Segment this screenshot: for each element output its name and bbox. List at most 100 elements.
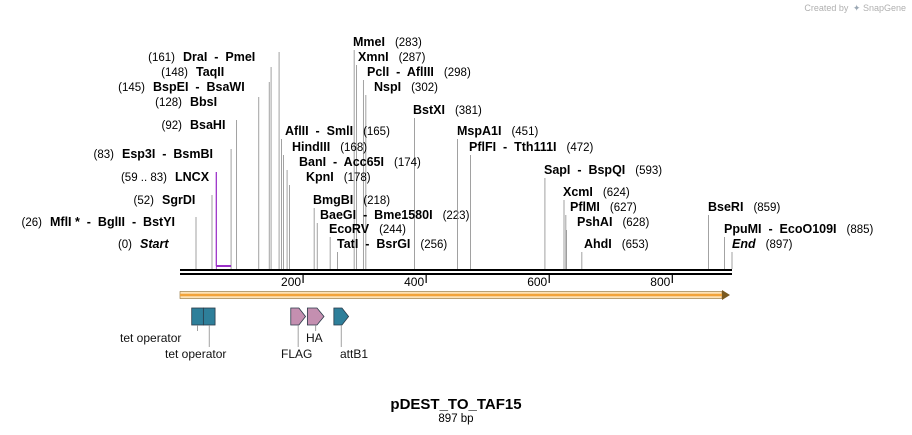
feature-tet-operator[interactable]: tet operator — [120, 307, 204, 345]
site-label: PclI - AflIII — [367, 65, 434, 79]
site-label: Esp3I - BsmBI — [122, 147, 213, 161]
site-drai[interactable]: (161) DraI - PmeI — [148, 50, 280, 269]
site-aflii[interactable]: AflII - SmlI (165) — [281, 124, 391, 269]
site-label: TatI - BsrGI — [337, 237, 410, 251]
axis-tick-label: 800 — [650, 275, 670, 289]
site-label: PflFI - Tth111I — [469, 140, 557, 154]
site-xcmi[interactable]: XcmI (624) — [563, 185, 630, 269]
site-position: (302) — [411, 82, 438, 94]
feature-label: HA — [306, 331, 323, 345]
site-label: XcmI — [563, 185, 593, 199]
feature-arrow — [306, 307, 325, 326]
site-position: (148) — [161, 67, 188, 79]
site-lncx[interactable]: (59 .. 83) LNCX — [121, 170, 232, 269]
site-position: (653) — [622, 239, 649, 251]
site-position: (451) — [511, 126, 538, 138]
feature-attb1[interactable]: attB1 — [333, 307, 368, 361]
site-position: (168) — [340, 142, 367, 154]
site-taqii[interactable]: (148) TaqII — [161, 65, 272, 269]
site-label: EcoRV — [329, 222, 370, 236]
site-label: SgrDI — [162, 193, 195, 207]
site-bani[interactable]: BanI - Acc65I (174) — [286, 155, 421, 269]
feature-shape — [202, 307, 216, 326]
site-xmni[interactable]: XmnI (287) — [356, 50, 426, 269]
site-label: PpuMI - EcoO109I — [724, 222, 837, 236]
site-label: PflMI — [570, 200, 600, 214]
axis-tick-label: 600 — [527, 275, 547, 289]
site-mspa1i[interactable]: MspA1I (451) — [457, 124, 538, 269]
plasmid-length: 897 bp — [438, 413, 474, 425]
site-label: BspEI - BsaWI — [153, 80, 245, 94]
site-bspei[interactable]: (145) BspEI - BsaWI — [118, 80, 270, 269]
site-label: MflI * - BglII - BstYI — [50, 215, 175, 229]
site-position: (59 .. 83) — [121, 172, 167, 184]
site-end[interactable]: End (897) — [731, 237, 793, 269]
site-bstxi[interactable]: BstXI (381) — [413, 103, 482, 269]
site-position: (381) — [455, 105, 482, 117]
site-label: MmeI — [353, 35, 385, 49]
feature-tet-operator[interactable]: tet operator — [165, 307, 226, 361]
site-sapi[interactable]: SapI - BspQI (593) — [544, 163, 662, 269]
site-ecorv[interactable]: EcoRV (244) — [329, 222, 406, 269]
axis-tick-label: 400 — [404, 275, 424, 289]
site-position: (174) — [394, 157, 421, 169]
orf-arrow-head — [722, 290, 730, 300]
site-position: (145) — [118, 82, 145, 94]
site-label: PshAI — [577, 215, 612, 229]
site-label: Start — [140, 237, 169, 251]
feature-ha[interactable]: HA — [306, 307, 325, 345]
site-pcli[interactable]: PclI - AflIII (298) — [362, 65, 471, 269]
site-sgrdi[interactable]: (52) SgrDI — [134, 193, 213, 269]
site-label: End — [732, 237, 756, 251]
feature-flag[interactable]: FLAG — [281, 307, 312, 361]
site-position: (859) — [753, 202, 780, 214]
credit-text: Created by — [804, 3, 849, 13]
site-nspi[interactable]: NspI (302) — [365, 80, 438, 269]
site-mmei[interactable]: MmeI (283) — [353, 35, 422, 269]
site-position: (165) — [363, 126, 390, 138]
site-hindiii[interactable]: HindIII (168) — [282, 140, 367, 269]
site-label: SapI - BspQI — [544, 163, 625, 177]
site-label: TaqII — [196, 65, 224, 79]
site-position: (178) — [344, 172, 371, 184]
site-position: (52) — [134, 195, 155, 207]
site-pflfi[interactable]: PflFI - Tth111I (472) — [469, 140, 594, 269]
site-bseri[interactable]: BseRI (859) — [708, 200, 780, 269]
site-start[interactable]: (0) Start — [118, 237, 169, 251]
site-pflmi[interactable]: PflMI (627) — [565, 200, 637, 269]
site-position: (897) — [766, 239, 793, 251]
feature-label: attB1 — [340, 347, 368, 361]
axis-tick-label: 200 — [281, 275, 301, 289]
site-esp3i[interactable]: (83) Esp3I - BsmBI — [94, 147, 232, 269]
site-baegi[interactable]: BaeGI - Bme1580I (223) — [316, 208, 470, 269]
feature-shape — [191, 307, 204, 326]
site-bsahi[interactable]: (92) BsaHI — [162, 118, 238, 269]
site-bbsi[interactable]: (128) BbsI — [155, 95, 260, 269]
plasmid-name: pDEST_TO_TAF15 — [390, 396, 522, 413]
site-position: (244) — [379, 224, 406, 236]
site-kpni[interactable]: KpnI (178) — [289, 170, 371, 269]
site-label: XmnI — [358, 50, 389, 64]
site-bmgbi[interactable]: BmgBI (218) — [313, 193, 390, 269]
site-position: (287) — [399, 52, 426, 64]
sequence-ruler-top — [180, 269, 732, 271]
site-position: (628) — [622, 217, 649, 229]
site-label: AflII - SmlI — [285, 124, 353, 138]
site-position: (472) — [567, 142, 594, 154]
site-pshai[interactable]: PshAI (628) — [566, 215, 649, 269]
site-ahdi[interactable]: AhdI (653) — [581, 237, 649, 269]
site-label: HindIII — [292, 140, 330, 154]
site-position: (128) — [155, 97, 182, 109]
site-position: (256) — [420, 239, 447, 251]
site-label: BstXI — [413, 103, 445, 117]
feature-label: FLAG — [281, 347, 312, 361]
credit-brand: SnapGene — [862, 3, 906, 13]
site-position: (885) — [847, 224, 874, 236]
site-mfli[interactable]: (26) MflI * - BglII - BstYI — [22, 215, 197, 269]
feature-arrow — [333, 307, 350, 326]
site-label: BanI - Acc65I — [299, 155, 384, 169]
site-ppumi[interactable]: PpuMI - EcoO109I (885) — [724, 222, 874, 269]
site-tati[interactable]: TatI - BsrGI (256) — [337, 237, 447, 269]
